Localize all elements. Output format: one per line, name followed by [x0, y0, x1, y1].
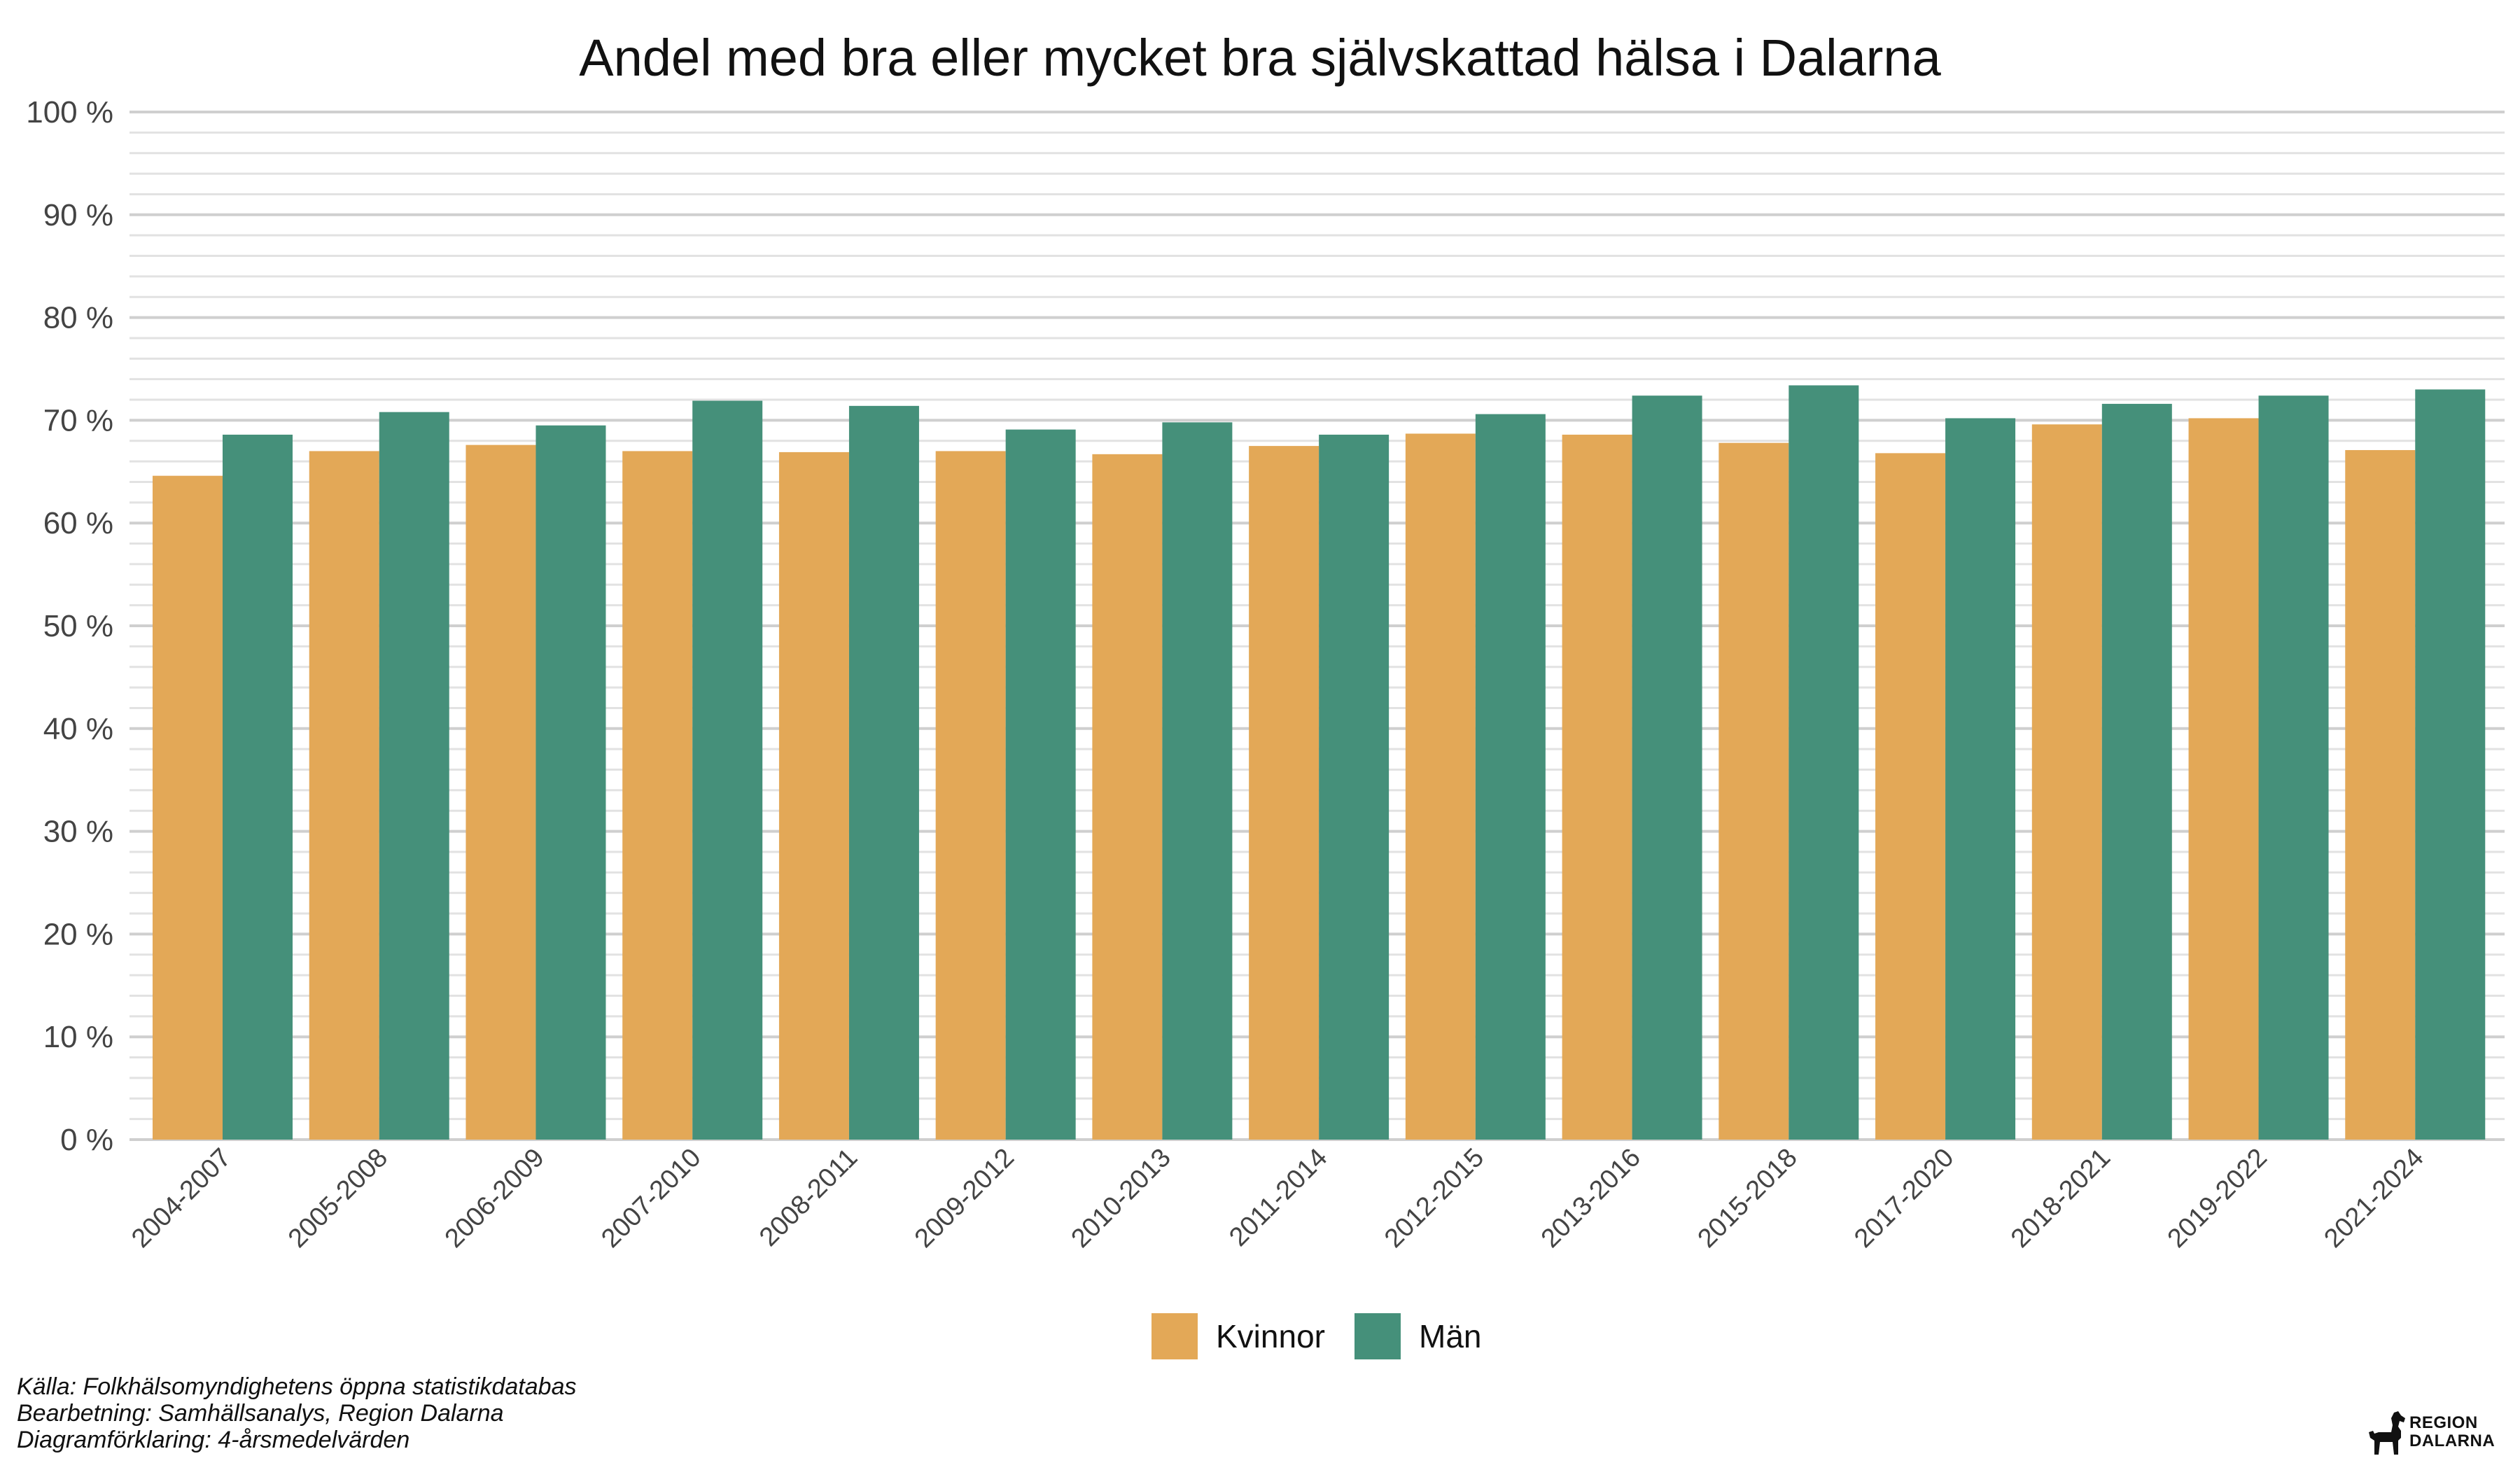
bar-kvinnor-2004-2007 [153, 475, 223, 1140]
logo-line-1: REGION [2409, 1413, 2478, 1432]
processing-note: Bearbetning: Samhällsanalys, Region Dala… [17, 1400, 504, 1427]
x-tick-label: 2009-2012 [909, 1143, 1020, 1254]
y-tick-label: 80 % [43, 301, 113, 335]
bars [153, 385, 2486, 1140]
bar-kvinnor-2007-2010 [622, 451, 693, 1140]
y-tick-label: 0 % [60, 1123, 113, 1157]
explanation-note: Diagramförklaring: 4-årsmedelvärden [17, 1427, 410, 1453]
legend: Kvinnor Män [1152, 1313, 1481, 1359]
y-tick-label: 100 % [26, 95, 113, 130]
legend-label-kvinnor: Kvinnor [1216, 1318, 1325, 1354]
chart-title: Andel med bra eller mycket bra självskat… [579, 29, 1941, 87]
y-tick-label: 20 % [43, 917, 113, 951]
x-tick-label: 2013-2016 [1536, 1143, 1646, 1254]
x-tick-label: 2018-2021 [2005, 1143, 2116, 1254]
source-note: Källa: Folkhälsomyndighetens öppna stati… [17, 1373, 577, 1400]
caption: Källa: Folkhälsomyndighetens öppna stati… [17, 1373, 576, 1453]
bar-kvinnor-2008-2011 [778, 451, 849, 1140]
bar-man-2017-2020 [1945, 418, 2016, 1140]
bar-man-2018-2021 [2101, 403, 2172, 1140]
x-tick-label: 2011-2014 [1224, 1143, 1333, 1252]
x-tick-label: 2006-2009 [440, 1143, 550, 1254]
bar-man-2004-2007 [223, 434, 293, 1140]
x-tick-label: 2019-2022 [2162, 1143, 2273, 1254]
bar-man-2005-2008 [379, 412, 449, 1140]
x-tick-label: 2004-2007 [126, 1143, 237, 1254]
bar-man-2009-2012 [1005, 429, 1076, 1140]
bar-kvinnor-2005-2008 [309, 451, 379, 1140]
bar-kvinnor-2019-2022 [2188, 418, 2259, 1140]
bar-man-2006-2009 [536, 425, 606, 1140]
x-tick-label: 2008-2011 [754, 1143, 863, 1252]
y-tick-label: 90 % [43, 198, 113, 232]
legend-label-man: Män [1419, 1318, 1481, 1354]
x-tick-label: 2007-2010 [596, 1143, 706, 1254]
legend-swatch-man [1354, 1313, 1401, 1359]
dala-horse-icon [2369, 1411, 2405, 1455]
bar-kvinnor-2013-2016 [1562, 434, 1632, 1140]
x-tick-label: 2017-2020 [1849, 1143, 1959, 1254]
bar-kvinnor-2017-2020 [1875, 453, 1946, 1140]
x-tick-label: 2021-2024 [2318, 1143, 2429, 1254]
bar-kvinnor-2011-2014 [1249, 446, 1320, 1140]
region-dalarna-logo: REGION DALARNA [2366, 1407, 2506, 1463]
bar-kvinnor-2006-2009 [465, 444, 536, 1140]
x-tick-label: 2010-2013 [1066, 1143, 1177, 1254]
bar-kvinnor-2021-2024 [2345, 449, 2416, 1140]
bar-man-2019-2022 [2258, 396, 2329, 1140]
bar-kvinnor-2009-2012 [935, 451, 1006, 1140]
bar-man-2012-2015 [1475, 414, 1546, 1140]
y-tick-label: 70 % [43, 403, 113, 438]
bar-kvinnor-2018-2021 [2031, 424, 2102, 1140]
bar-man-2013-2016 [1632, 396, 1702, 1140]
bar-man-2021-2024 [2415, 389, 2486, 1140]
y-tick-label: 10 % [43, 1020, 113, 1054]
bar-man-2015-2018 [1788, 385, 1859, 1140]
bar-kvinnor-2015-2018 [1718, 442, 1789, 1140]
legend-swatch-kvinnor [1152, 1313, 1198, 1359]
bar-man-2008-2011 [848, 405, 919, 1140]
bar-kvinnor-2012-2015 [1405, 433, 1476, 1140]
y-tick-label: 50 % [43, 609, 113, 643]
y-tick-label: 30 % [43, 815, 113, 849]
bar-man-2010-2013 [1162, 422, 1233, 1140]
y-axis-ticks: 0 % 10 % 20 % 30 % 40 % 50 % 60 % 70 % 80 % 90 % 1… [26, 95, 113, 1157]
bar-man-2007-2010 [692, 400, 763, 1140]
y-tick-label: 40 % [43, 712, 113, 746]
y-tick-label: 60 % [43, 506, 113, 540]
x-tick-label: 2015-2018 [1692, 1143, 1802, 1254]
x-tick-label: 2005-2008 [283, 1143, 393, 1254]
bar-man-2011-2014 [1319, 434, 1390, 1140]
bar-kvinnor-2010-2013 [1092, 454, 1163, 1140]
x-axis-ticks: 2004-2007 2005-2008 2006-2009 2007-2010 2008… [126, 1143, 2429, 1254]
logo-line-2: DALARNA [2409, 1432, 2496, 1450]
x-tick-label: 2012-2015 [1379, 1143, 1490, 1254]
